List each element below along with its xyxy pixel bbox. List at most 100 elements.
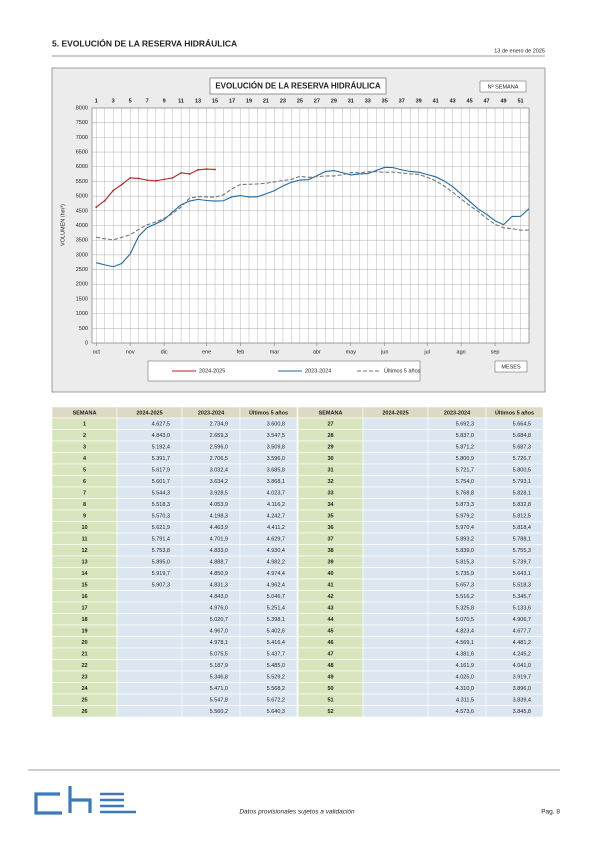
table-cell-text: 4.823,4 <box>456 629 474 635</box>
table-cell-text: 5 <box>83 468 86 474</box>
table-cell-text: 5.518,3 <box>152 502 170 508</box>
y-tick-label: 4500 <box>76 208 88 214</box>
table-header: Últimos 5 años <box>495 409 534 416</box>
table-cell-text: 4.463,9 <box>210 525 228 531</box>
legend-label: 2024-2025 <box>199 368 225 374</box>
y-tick-label: 8000 <box>76 105 88 111</box>
point <box>129 177 132 179</box>
table-cell-text: 5.187,9 <box>210 663 228 669</box>
table-cell <box>362 452 429 465</box>
table-cell-text: 4.411,2 <box>267 525 285 531</box>
table-cell-text: 4 <box>83 456 87 462</box>
x-tick-label: 29 <box>331 98 337 104</box>
chart-title: EVOLUCIÓN DE LA RESERVA HIDRÁULICA <box>215 82 381 91</box>
table-cell-text: 32 <box>327 479 333 485</box>
x-tick-label: 49 <box>500 98 506 104</box>
table-cell <box>116 647 183 660</box>
table-cell-text: 36 <box>327 525 333 531</box>
table-cell-text: 31 <box>327 468 333 474</box>
table-cell-text: 5.800,9 <box>456 456 474 462</box>
table-cell <box>116 440 183 453</box>
month-label: abr <box>313 349 321 355</box>
x-label-box <box>479 80 527 93</box>
table-cell-text: 2.659,3 <box>210 433 228 439</box>
table-cell-text: 4.962,4 <box>267 583 285 589</box>
table-cell <box>116 532 183 545</box>
table-cell-text: 2.706,5 <box>210 456 228 462</box>
table-cell <box>116 613 183 626</box>
table-cell-text: 35 <box>327 514 333 520</box>
x-tick-label: 43 <box>450 98 456 104</box>
table-cell-text: 5.726,7 <box>513 456 531 462</box>
table-cell-text: 5.601,7 <box>152 479 170 485</box>
table-cell-text: 46 <box>327 640 333 646</box>
table-cell-text: 26 <box>81 709 87 715</box>
table-cell-text: 5.345,7 <box>513 594 531 600</box>
x-tick-label: 7 <box>146 98 149 104</box>
table-cell <box>116 544 183 557</box>
table-cell-text: 5.547,8 <box>210 698 228 704</box>
legend-label: Últimos 5 años <box>384 367 421 374</box>
table-cell-text: 5.020,7 <box>210 617 228 623</box>
point <box>103 199 106 202</box>
table-cell-text: 5.544,3 <box>152 491 170 497</box>
table-cell <box>116 521 183 534</box>
table-cell-text: 4.843,0 <box>210 594 228 600</box>
point <box>180 171 182 174</box>
table-cell <box>362 693 429 706</box>
table-cell-text: 2.734,9 <box>210 422 228 428</box>
table-cell <box>116 463 183 476</box>
table-cell-text: 5.818,4 <box>513 525 531 531</box>
x-tick-label: 23 <box>280 98 286 104</box>
table-cell-text: 5.640,3 <box>267 709 285 715</box>
y-tick-label: 3500 <box>76 238 88 244</box>
y-tick-label: 3000 <box>76 252 88 258</box>
table-cell-text: 27 <box>327 422 333 428</box>
table-cell <box>116 705 183 718</box>
table-cell-text: 4.573,6 <box>456 709 474 715</box>
table-cell-text: 4.161,9 <box>456 663 474 669</box>
table-cell-text: 39 <box>327 560 333 566</box>
table-cell-text: 5.815,3 <box>456 560 474 566</box>
table-cell-text: 4.053,9 <box>210 502 228 508</box>
table-cell-text: 20 <box>81 640 87 646</box>
table-cell-text: 3.509,8 <box>267 445 285 451</box>
point <box>163 178 166 181</box>
table-cell-text: 5.754,0 <box>456 479 474 485</box>
table-cell <box>362 429 429 442</box>
table-cell-text: 5.873,3 <box>456 502 474 508</box>
y-tick-label: 7500 <box>76 120 88 126</box>
table-cell-text: 3.634,2 <box>210 479 228 485</box>
table-cell-text: 5.721,7 <box>456 468 474 474</box>
table-cell-text: 18 <box>81 617 87 623</box>
table-cell-text: 38 <box>327 548 333 554</box>
table-cell-text: 3.928,5 <box>210 491 228 497</box>
table-cell <box>116 670 183 683</box>
table-cell-text: 5.657,3 <box>456 583 474 589</box>
table-cell-text: 21 <box>81 652 87 658</box>
table-cell-text: 7 <box>83 491 86 497</box>
point <box>112 189 115 192</box>
table-cell-text: 5.788,1 <box>513 537 531 543</box>
table-cell-text: 4.198,3 <box>210 514 228 520</box>
y-tick-label: 1500 <box>76 296 88 302</box>
table-cell-text: 5.251,4 <box>267 606 285 612</box>
table-cell-text: 5.735,9 <box>456 571 474 577</box>
x-tick-label: 1 <box>95 98 98 104</box>
table-cell <box>116 659 183 672</box>
x-tick-label: 5 <box>129 98 132 104</box>
x-tick-label: 45 <box>467 98 473 104</box>
table-header: SEMANA <box>319 410 343 416</box>
table-cell-text: 4.906,7 <box>513 617 531 623</box>
table-cell-text: 3.839,4 <box>513 698 531 704</box>
table-cell-text: 14 <box>81 571 88 577</box>
chart-title-box <box>209 77 387 95</box>
table-cell-text: 3.685,8 <box>267 468 285 474</box>
table-cell <box>116 509 183 522</box>
table-cell-text: 4.245,2 <box>513 652 531 658</box>
y-tick-label: 4000 <box>76 223 88 229</box>
table-cell-text: 19 <box>81 629 87 635</box>
table-cell-text: 5.471,0 <box>210 686 228 692</box>
table-header: 2023-2024 <box>444 410 471 416</box>
